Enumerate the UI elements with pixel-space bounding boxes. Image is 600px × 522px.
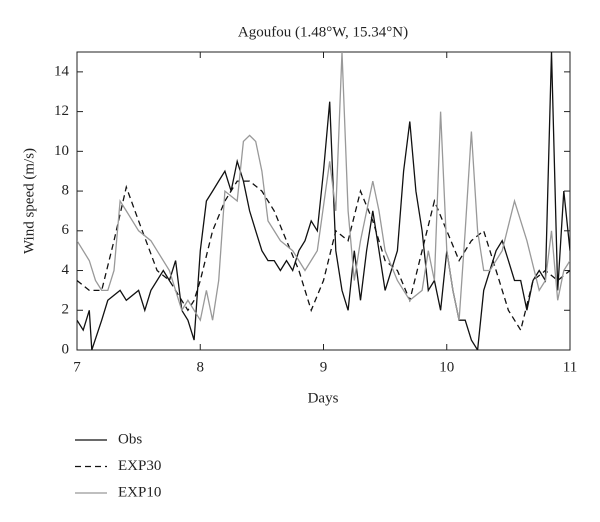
legend-label: Obs xyxy=(118,431,142,447)
y-tick-label: 8 xyxy=(62,183,70,199)
x-tick-label: 10 xyxy=(439,359,454,375)
series-line xyxy=(77,180,570,332)
x-tick-label: 7 xyxy=(73,359,81,375)
legend-label: EXP30 xyxy=(118,458,161,474)
y-tick-label: 14 xyxy=(54,63,70,79)
x-axis-label: Days xyxy=(308,390,339,406)
y-axis-label: Wind speed (m/s) xyxy=(21,148,37,254)
x-tick-label: 8 xyxy=(197,359,205,375)
y-tick-label: 12 xyxy=(54,103,69,119)
x-tick-label: 9 xyxy=(320,359,328,375)
y-tick-label: 4 xyxy=(62,262,70,278)
y-tick-label: 2 xyxy=(62,302,70,318)
series-line xyxy=(77,52,570,350)
plot-frame xyxy=(76,51,571,351)
y-tick-label: 10 xyxy=(54,143,69,159)
chart-title: Agoufou (1.48°W, 15.34°N) xyxy=(238,24,408,40)
y-tick-label: 6 xyxy=(62,222,70,238)
legend-label: EXP10 xyxy=(118,484,161,500)
y-tick-label: 0 xyxy=(62,341,70,357)
x-tick-label: 11 xyxy=(563,359,577,375)
series-line xyxy=(77,52,570,322)
